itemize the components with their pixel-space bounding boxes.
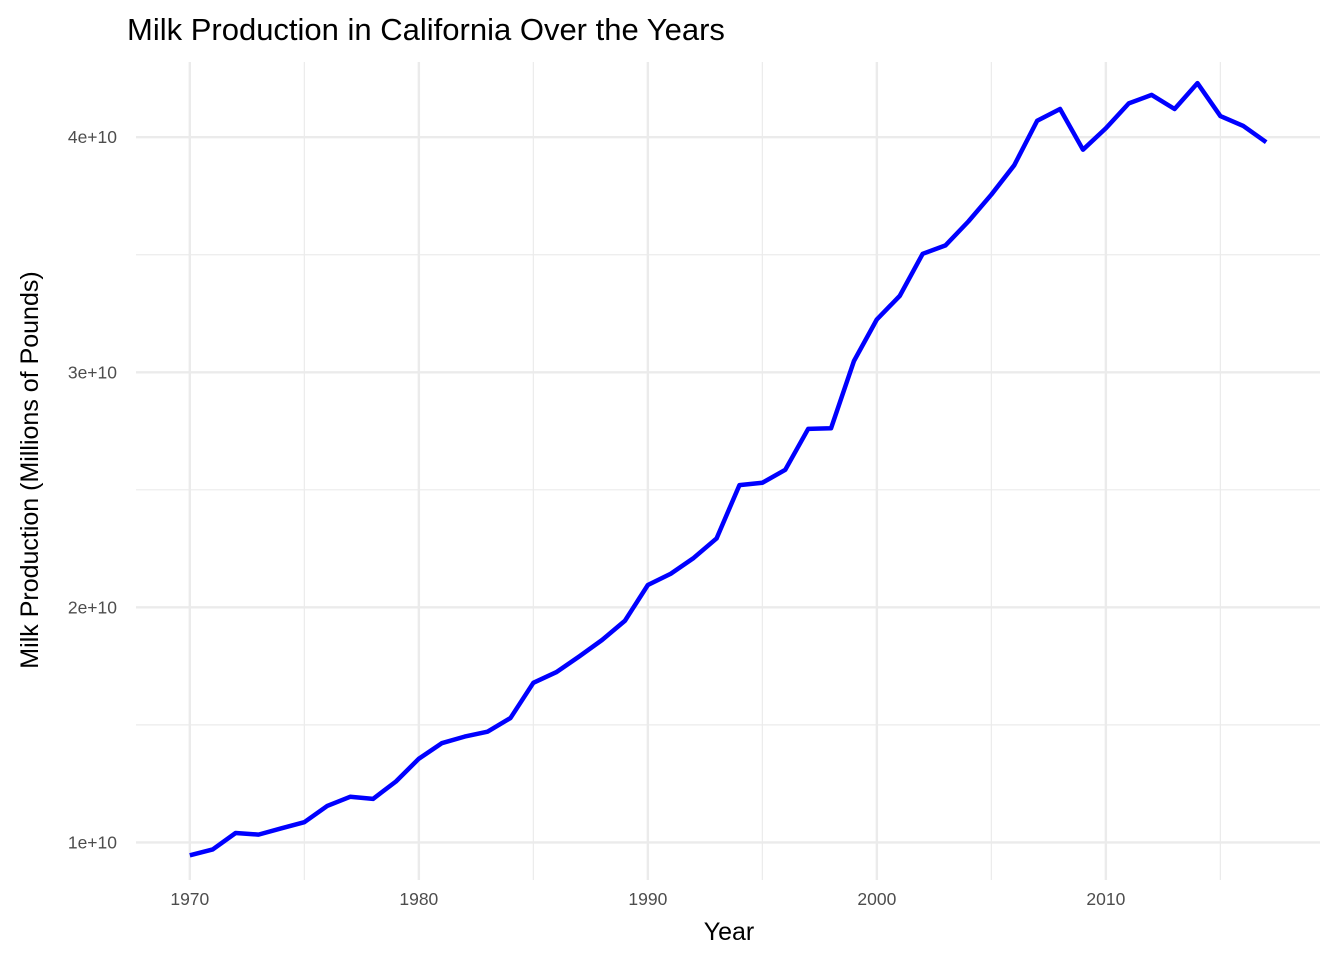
x-axis-title: Year (704, 918, 755, 946)
major-gridlines (136, 62, 1320, 880)
y-axis-title: Milk Production (Millions of Pounds) (16, 271, 44, 668)
y-tick-label-2: 3e+10 (68, 362, 117, 382)
series-layer (189, 80, 1268, 858)
y-tick-label-1: 2e+10 (68, 597, 117, 617)
x-tick-label-4: 2010 (1086, 889, 1125, 909)
y-axis-tick-labels: 1e+10 2e+10 3e+10 4e+10 (68, 127, 117, 852)
x-tick-label-1: 1980 (399, 889, 438, 909)
x-axis-tick-labels: 1970 1980 1990 2000 2010 (170, 889, 1125, 909)
y-tick-label-3: 4e+10 (68, 127, 117, 147)
x-tick-label-2: 1990 (628, 889, 667, 909)
series-line-0 (189, 80, 1268, 858)
x-tick-label-0: 1970 (170, 889, 209, 909)
chart-title: Milk Production in California Over the Y… (127, 12, 725, 47)
x-tick-label-3: 2000 (857, 889, 896, 909)
y-tick-label-0: 1e+10 (68, 832, 117, 852)
minor-gridlines (136, 62, 1320, 880)
